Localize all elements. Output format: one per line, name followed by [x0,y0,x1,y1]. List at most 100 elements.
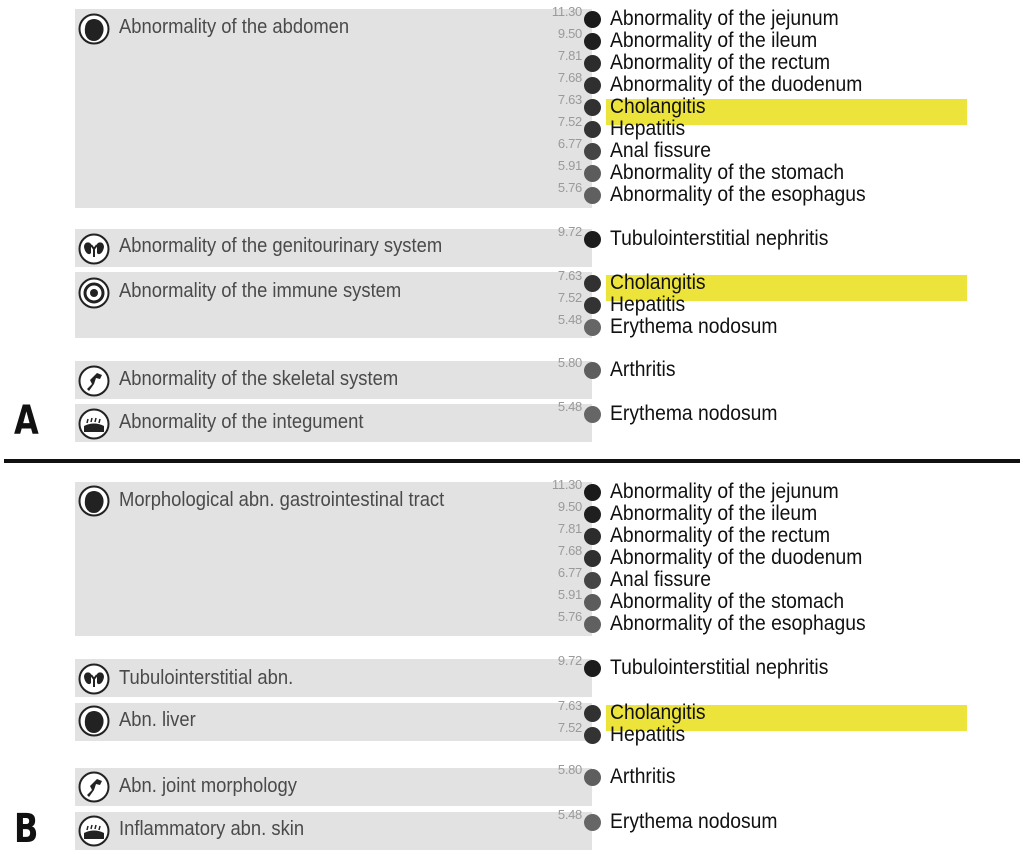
score-dot [584,660,601,677]
disease-label: Cholangitis [610,95,706,118]
category-label: Morphological abn. gastrointestinal trac… [119,489,445,511]
highlight-bar [606,705,967,731]
score-dot [584,231,601,248]
score-value: 6.77 [557,136,582,151]
disease-label: Arthritis [610,358,676,381]
score-value: 5.48 [557,312,582,327]
category-label: Inflammatory abn. skin [119,818,305,840]
panel-divider [4,459,1020,463]
score-dot [584,484,601,501]
disease-label: Hepatitis [610,293,686,316]
disease-label: Tubulointerstitial nephritis [610,656,829,679]
disease-label: Tubulointerstitial nephritis [610,227,829,250]
score-dot [584,121,601,138]
score-dot [584,572,601,589]
score-dot [584,165,601,182]
skin-icon [78,815,110,847]
disease-label: Abnormality of the stomach [610,590,845,613]
score-value: 7.63 [557,268,582,283]
immune-system-icon [78,277,110,309]
score-dot [584,406,601,423]
score-dot [584,143,601,160]
score-dot [584,99,601,116]
score-value: 11.30 [551,477,582,492]
liver-organ-icon [78,705,110,737]
panel-letter: A [14,398,39,444]
category-label: Abnormality of the immune system [119,280,402,302]
disease-label: Cholangitis [610,701,706,724]
category-label: Abn. joint morphology [119,775,297,797]
score-value: 7.81 [557,521,582,536]
disease-label: Abnormality of the duodenum [610,546,863,569]
category-box [75,9,592,208]
disease-label: Abnormality of the duodenum [610,73,863,96]
score-dot [584,55,601,72]
disease-label: Abnormality of the rectum [610,524,831,547]
score-dot [584,705,601,722]
score-dot [584,594,601,611]
category-label: Abnormality of the skeletal system [119,368,399,390]
disease-label: Abnormality of the stomach [610,161,845,184]
category-box [75,482,592,636]
score-value: 5.91 [557,587,582,602]
disease-label: Hepatitis [610,117,686,140]
genitourinary-icon [78,233,110,265]
category-label: Abn. liver [119,709,196,731]
score-dot [584,506,601,523]
score-value: 5.76 [557,180,582,195]
score-dot [584,319,601,336]
category-box [75,272,592,338]
score-value: 7.52 [557,114,582,129]
score-dot [584,77,601,94]
score-value: 7.52 [557,290,582,305]
skeletal-joint-icon [78,771,110,803]
skin-icon [78,408,110,440]
disease-label: Abnormality of the esophagus [610,612,866,635]
score-value: 5.48 [557,807,582,822]
disease-label: Erythema nodosum [610,402,778,425]
disease-label: Cholangitis [610,271,706,294]
disease-label: Abnormality of the ileum [610,29,818,52]
score-dot [584,275,601,292]
score-value: 5.91 [557,158,582,173]
score-dot [584,769,601,786]
score-value: 7.63 [557,698,582,713]
score-value: 7.63 [557,92,582,107]
disease-label: Anal fissure [610,139,711,162]
highlight-bar [606,99,967,125]
score-value: 9.72 [557,224,582,239]
score-dot [584,616,601,633]
gastrointestinal-organ-icon [78,485,110,517]
score-value: 7.52 [557,720,582,735]
skeletal-joint-icon [78,365,110,397]
disease-label: Abnormality of the esophagus [610,183,866,206]
score-value: 5.76 [557,609,582,624]
score-value: 9.50 [557,499,582,514]
highlight-bar [606,275,967,301]
disease-label: Erythema nodosum [610,810,778,833]
category-box [75,812,592,850]
panel-letter: B [14,806,39,852]
score-value: 7.81 [557,48,582,63]
disease-label: Abnormality of the ileum [610,502,818,525]
score-dot [584,814,601,831]
category-label: Tubulointerstitial abn. [119,667,294,689]
disease-label: Hepatitis [610,723,686,746]
score-dot [584,11,601,28]
score-value: 5.80 [557,762,582,777]
category-box [75,404,592,442]
score-value: 5.80 [557,355,582,370]
score-value: 9.72 [557,653,582,668]
score-dot [584,528,601,545]
score-value: 5.48 [557,399,582,414]
category-box [75,703,592,741]
score-dot [584,33,601,50]
disease-label: Abnormality of the jejunum [610,480,839,503]
score-dot [584,550,601,567]
score-value: 11.30 [551,4,582,19]
score-value: 6.77 [557,565,582,580]
score-dot [584,727,601,744]
disease-label: Abnormality of the rectum [610,51,831,74]
category-label: Abnormality of the integument [119,411,364,433]
category-box [75,229,592,267]
